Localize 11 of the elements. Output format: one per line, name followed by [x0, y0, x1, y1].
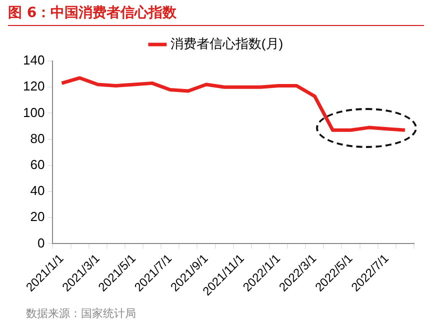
y-tick-label: 60: [30, 156, 45, 172]
chart-title: 图 6：中国消费者信心指数: [8, 4, 424, 26]
legend-label: 消费者信心指数(月): [170, 36, 284, 52]
y-tick-label: 0: [37, 235, 45, 250]
y-tick-label: 140: [22, 52, 45, 68]
y-tick-label: 100: [22, 104, 45, 120]
y-tick-label: 120: [22, 78, 45, 94]
y-tick-label: 80: [30, 130, 45, 146]
source-note: 数据来源：国家统计局: [26, 306, 136, 321]
y-tick-label: 40: [30, 183, 45, 198]
y-tick-label: 20: [30, 209, 45, 224]
